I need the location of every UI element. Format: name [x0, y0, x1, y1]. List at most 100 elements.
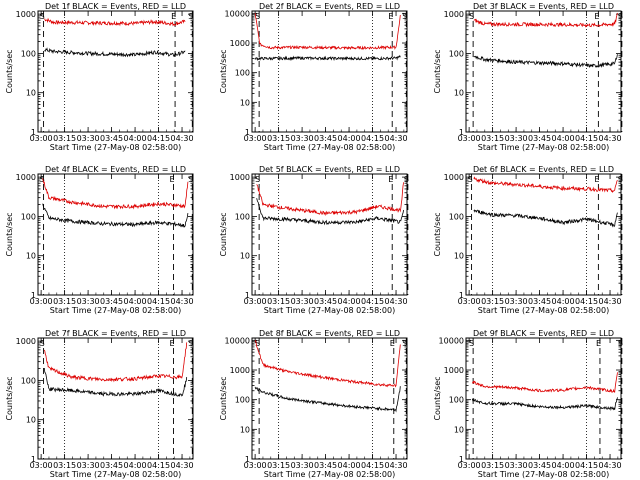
y-tick-label: 1: [459, 128, 464, 137]
interval-marker-label: S: [469, 12, 474, 21]
x-tick-label: 04:00: [124, 134, 147, 143]
interval-marker-label: E: [170, 339, 175, 348]
lld-series-line: [256, 182, 404, 217]
y-tick-label: 100: [21, 49, 36, 58]
y-tick-label: 1: [31, 291, 36, 300]
x-tick-label: 04:30: [385, 297, 408, 306]
y-tick-label: 1000: [230, 39, 250, 48]
y-tick-label: 1000: [230, 173, 250, 182]
x-axis-label: Start Time (27-May-08 02:58:00): [478, 143, 609, 152]
y-tick-label: 1: [459, 455, 464, 464]
panel-det-9: Det 9f BLACK = Events, RED = LLD 1 10 100 10…: [433, 329, 623, 479]
x-tick-label: 03:30: [77, 134, 100, 143]
interval-marker-label: S: [40, 339, 45, 348]
x-tick-label: 03:45: [528, 461, 551, 470]
x-tick-label: 03:45: [528, 134, 551, 143]
x-axis-label: Start Time (27-May-08 02:58:00): [264, 143, 395, 152]
y-tick-label: 100: [449, 49, 464, 58]
interval-marker-label: S: [188, 175, 193, 184]
y-tick-label: 10000: [439, 336, 464, 345]
y-axis-label: Counts/sec: [433, 376, 442, 420]
panel-title: Det 1f BLACK = Events, RED = LLD: [45, 2, 186, 11]
y-tick-label: 10: [454, 89, 464, 98]
x-tick-label: 03:45: [314, 134, 337, 143]
y-axis-label: Counts/sec: [219, 212, 228, 256]
x-tick-label: 04:30: [171, 134, 194, 143]
y-tick-label: 10: [240, 252, 250, 261]
x-tick-label: 03:30: [77, 461, 100, 470]
y-tick-label: 100: [235, 69, 250, 78]
y-tick-label: 100: [21, 212, 36, 221]
y-tick-label: 10: [454, 252, 464, 261]
interval-marker-label: S: [402, 12, 407, 21]
y-tick-label: 1: [245, 291, 250, 300]
events-series-line: [256, 198, 404, 226]
y-tick-label: 1000: [16, 10, 36, 19]
plot-frame: [465, 337, 622, 460]
y-tick-label: 100: [449, 396, 464, 405]
plot-frame: [251, 337, 408, 460]
panel-title: Det 6f BLACK = Events, RED = LLD: [473, 165, 614, 174]
x-tick-label: 04:30: [599, 297, 622, 306]
x-tick-label: 04:00: [338, 297, 361, 306]
x-tick-label: 03:00: [30, 297, 53, 306]
y-axis-label: Counts/sec: [5, 376, 14, 420]
x-tick-label: 03:15: [267, 297, 290, 306]
y-tick-label: 1: [245, 128, 250, 137]
x-tick-label: 04:30: [385, 134, 408, 143]
x-tick-label: 03:00: [458, 461, 481, 470]
panel-title: Det 4f BLACK = Events, RED = LLD: [45, 165, 186, 174]
interval-marker-label: E: [596, 339, 601, 348]
x-tick-label: 04:00: [338, 461, 361, 470]
x-tick-label: 04:15: [575, 134, 598, 143]
y-tick-label: 1: [459, 291, 464, 300]
plot-frame: [465, 173, 622, 296]
y-tick-label: 100: [235, 396, 250, 405]
interval-marker-label: S: [618, 339, 623, 348]
y-tick-label: 100: [449, 212, 464, 221]
interval-marker-label: E: [594, 12, 599, 21]
x-tick-label: 03:30: [505, 134, 528, 143]
interval-marker-label: S: [402, 339, 407, 348]
x-tick-label: 03:00: [30, 134, 53, 143]
interval-marker-label: E: [594, 175, 599, 184]
x-tick-label: 03:00: [30, 461, 53, 470]
panel-title: Det 8f BLACK = Events, RED = LLD: [259, 329, 400, 338]
x-axis-label: Start Time (27-May-08 02:58:00): [50, 470, 181, 479]
plot-frame: [465, 10, 622, 133]
interval-marker-label: S: [188, 339, 193, 348]
y-tick-label: 1: [245, 455, 250, 464]
lld-series-line: [42, 178, 189, 210]
x-axis-label: Start Time (27-May-08 02:58:00): [264, 470, 395, 479]
y-tick-label: 100: [21, 376, 36, 385]
x-tick-label: 03:15: [481, 297, 504, 306]
x-tick-label: 04:15: [147, 297, 170, 306]
x-tick-label: 04:15: [361, 297, 384, 306]
panel-title: Det 9f BLACK = Events, RED = LLD: [473, 329, 614, 338]
x-tick-label: 04:30: [171, 297, 194, 306]
y-axis-label: Counts/sec: [5, 212, 14, 256]
panel-det-4: Det 4f BLACK = Events, RED = LLD 1 10 100 10…: [5, 165, 194, 315]
x-tick-label: 04:00: [552, 461, 575, 470]
x-tick-label: 03:15: [53, 134, 76, 143]
y-tick-label: 10: [26, 252, 36, 261]
y-tick-label: 1000: [444, 366, 464, 375]
x-tick-label: 04:15: [147, 461, 170, 470]
x-tick-label: 04:00: [124, 297, 147, 306]
plot-frame: [251, 10, 408, 133]
interval-marker-label: S: [469, 339, 474, 348]
y-tick-label: 100: [235, 212, 250, 221]
interval-marker-label: E: [388, 175, 393, 184]
x-tick-label: 03:15: [53, 461, 76, 470]
interval-marker-label: S: [404, 175, 409, 184]
interval-marker-label: S: [618, 12, 623, 21]
x-tick-label: 03:45: [100, 297, 123, 306]
y-tick-label: 1: [31, 455, 36, 464]
x-axis-label: Start Time (27-May-08 02:58:00): [478, 470, 609, 479]
x-tick-label: 03:30: [291, 134, 314, 143]
panel-det-6: Det 6f BLACK = Events, RED = LLD 1 10 100 10…: [433, 165, 623, 315]
events-series-line: [44, 47, 186, 58]
y-tick-label: 10000: [225, 9, 250, 18]
interval-marker-label: S: [618, 175, 623, 184]
interval-marker-label: E: [170, 175, 175, 184]
